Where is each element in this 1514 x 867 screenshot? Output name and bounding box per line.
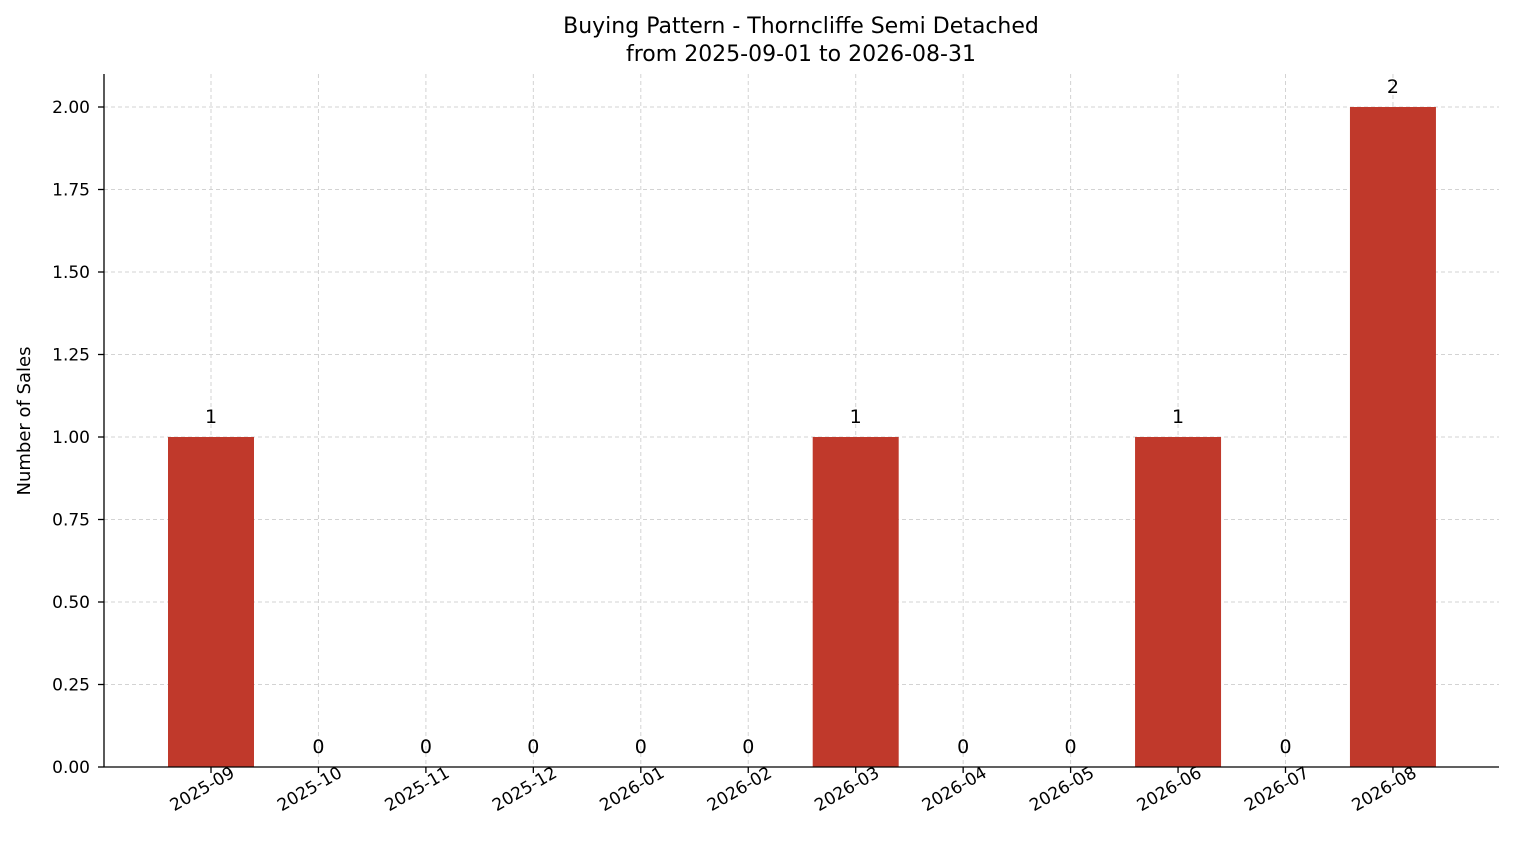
bar-value-label: 1	[205, 406, 217, 428]
bar-value-label: 2	[1387, 76, 1399, 98]
y-tick-label: 0.00	[52, 758, 90, 778]
bar-value-label: 0	[420, 736, 432, 758]
chart-subtitle: from 2025-09-01 to 2026-08-31	[626, 42, 976, 67]
bar	[1349, 107, 1436, 767]
bar-value-label: 0	[957, 736, 969, 758]
y-tick-label: 0.75	[52, 511, 90, 531]
x-tick-label: 2026-04	[919, 763, 991, 816]
bar-value-label: 0	[1279, 736, 1291, 758]
x-tick-label: 2025-10	[274, 763, 346, 816]
x-tick-label: 2026-06	[1134, 763, 1206, 816]
bar	[168, 437, 254, 767]
x-tick-label: 2025-09	[167, 763, 239, 816]
y-axis-label: Number of Sales	[14, 346, 35, 495]
y-tick-label: 0.50	[52, 593, 90, 613]
bar-value-label: 0	[742, 736, 754, 758]
bar	[812, 437, 899, 767]
y-tick-label: 1.00	[52, 428, 90, 448]
y-tick-label: 0.25	[52, 676, 90, 696]
bar-value-label: 0	[635, 736, 647, 758]
y-tick-label: 1.50	[52, 263, 90, 283]
x-tick-label: 2026-02	[704, 763, 776, 816]
data-labels: 1 0 0 0 0 0 1 0 0 1 0 2	[205, 76, 1399, 758]
bar-value-label: 1	[850, 406, 862, 428]
bar-value-label: 0	[312, 736, 324, 758]
x-tick-label: 2026-08	[1349, 763, 1421, 816]
x-tick-label: 2026-03	[811, 763, 883, 816]
y-tick-label: 2.00	[52, 98, 90, 118]
x-ticks: 2025-09 2025-10 2025-11 2025-12 2026-01 2026-…	[167, 763, 1420, 816]
bar-value-label: 0	[527, 736, 539, 758]
y-tick-label: 1.75	[52, 181, 90, 201]
y-tick-label: 1.25	[52, 346, 90, 366]
x-tick-label: 2025-12	[489, 763, 561, 816]
x-tick-label: 2026-05	[1026, 763, 1098, 816]
grid	[104, 74, 1499, 768]
bar	[1135, 437, 1222, 767]
x-tick-label: 2026-01	[597, 763, 669, 816]
x-tick-label: 2026-07	[1241, 763, 1313, 816]
x-tick-label: 2025-11	[382, 763, 454, 816]
y-ticks: 0.00 0.25 0.50 0.75 1.00 1.25 1.50 1.75 2.00	[52, 98, 104, 778]
axes	[103, 74, 1499, 768]
bar-value-label: 0	[1065, 736, 1077, 758]
bar-value-label: 1	[1172, 406, 1184, 428]
chart-title: Buying Pattern - Thorncliffe Semi Detach…	[563, 14, 1039, 39]
bars	[168, 107, 1436, 767]
